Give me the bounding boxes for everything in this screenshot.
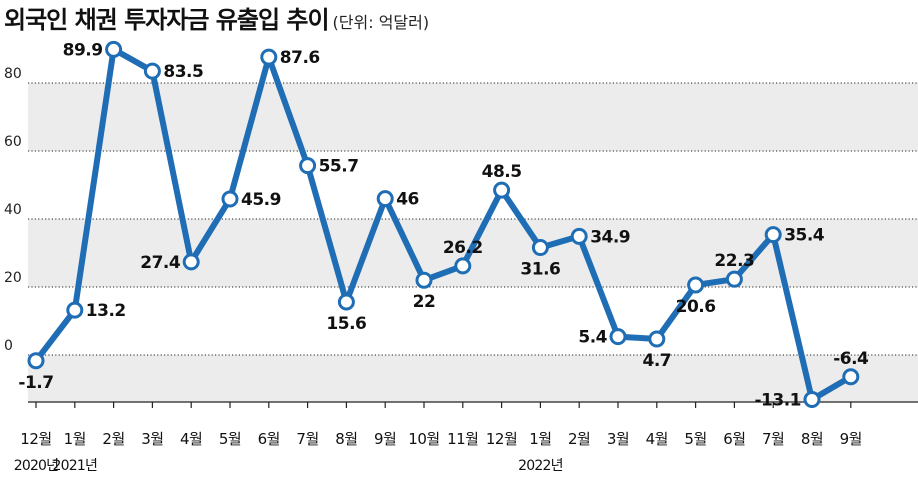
data-point [764, 226, 782, 244]
data-point [648, 330, 666, 348]
data-point [609, 328, 627, 346]
data-point [376, 190, 394, 208]
x-tick-label: 2월 [568, 430, 590, 448]
data-label: 26.2 [443, 238, 483, 258]
data-label: 4.7 [642, 351, 671, 371]
x-tick-label: 9월 [840, 430, 862, 448]
x-tick-label: 6월 [258, 430, 280, 448]
data-point [143, 62, 161, 80]
x-tick-label: 3월 [607, 430, 629, 448]
series-line [33, 46, 854, 403]
y-tick-label: 20 [4, 270, 22, 286]
data-label: 31.6 [520, 260, 560, 280]
y-tick-label: 80 [4, 66, 22, 82]
x-tick-label: 3월 [141, 430, 163, 448]
x-tick-label: 7월 [296, 430, 318, 448]
data-point [221, 190, 239, 208]
data-point [415, 271, 433, 289]
gridlines [28, 82, 918, 356]
data-label: 22.3 [714, 251, 754, 271]
grid-band [28, 83, 918, 151]
series-line-group [33, 46, 854, 403]
data-point [182, 253, 200, 271]
data-label: 89.9 [63, 40, 103, 60]
data-label: -1.7 [18, 373, 53, 393]
data-label: 20.6 [676, 297, 716, 317]
grid-band [28, 355, 918, 402]
x-tick-label: 5월 [219, 430, 241, 448]
data-point [299, 157, 317, 175]
unit-label: (단위: 억달러) [332, 13, 430, 32]
x-tick-label: 11월 [447, 430, 478, 448]
data-label: 13.2 [86, 301, 126, 321]
x-tick-label: 4월 [180, 430, 202, 448]
x-tick-label: 8월 [801, 430, 823, 448]
x-tick-label: 8월 [335, 430, 357, 448]
x-tick-label: 1월 [529, 430, 551, 448]
data-point [105, 40, 123, 58]
x-tick-label: 7월 [762, 430, 784, 448]
data-label: 22 [413, 292, 436, 312]
data-point [570, 227, 588, 245]
data-label: 35.4 [784, 226, 825, 246]
y-axis-ticks: 0 20 40 60 80 [4, 66, 22, 354]
x-tick-label: 2월 [102, 430, 124, 448]
x-tick-label: 1월 [64, 430, 86, 448]
data-label: 5.4 [578, 328, 607, 348]
data-label: 45.9 [241, 190, 281, 210]
data-labels: -1.7 13.2 89.9 83.5 27.4 45.9 87.6 55.7 15.6 46 22… [18, 40, 869, 410]
data-point [337, 293, 355, 311]
data-point [803, 391, 821, 409]
x-tick-label: 10월 [408, 430, 439, 448]
data-point [842, 368, 860, 386]
data-points [27, 40, 860, 409]
data-point [531, 239, 549, 257]
data-label: 83.5 [163, 62, 203, 82]
data-point [66, 301, 84, 319]
data-label: -6.4 [833, 349, 869, 369]
x-axis: 12월 1월 2월 3월 4월 5월 6월 7월 8월 9월 10월 11월 12월 1월 2월 3월 4월 5월… [14, 401, 918, 474]
data-point [687, 276, 705, 294]
data-point [260, 48, 278, 66]
x-tick-label: 6월 [723, 430, 745, 448]
x-tick-label: 4월 [646, 430, 668, 448]
x-year-label: 2022년 [518, 458, 563, 474]
x-year-label: 2021년 [53, 458, 98, 474]
data-label: 27.4 [140, 253, 181, 273]
data-point [454, 257, 472, 275]
data-label: 48.5 [482, 162, 522, 182]
data-point [27, 352, 45, 370]
data-label: 34.9 [590, 227, 630, 247]
y-tick-label: 60 [4, 134, 22, 150]
data-point [725, 270, 743, 288]
data-label: 87.6 [280, 48, 320, 68]
data-label: 46 [396, 190, 419, 210]
y-tick-label: 40 [4, 202, 22, 218]
chart-title: 외국인 채권 투자자금 유출입 추이 [4, 6, 330, 34]
data-label: 55.7 [319, 157, 359, 177]
y-tick-label: 0 [4, 338, 13, 354]
data-point [493, 181, 511, 199]
chart-title-row: 외국인 채권 투자자금 유출입 추이 (단위: 억달러) [4, 0, 429, 38]
data-label: 15.6 [326, 314, 366, 334]
x-tick-label: 5월 [684, 430, 706, 448]
x-year-label: 2020년 [14, 458, 59, 474]
data-label: -13.1 [755, 391, 802, 411]
x-tick-label: 9월 [374, 430, 396, 448]
x-tick-label: 12월 [20, 430, 51, 448]
x-tick-label: 12월 [486, 430, 517, 448]
